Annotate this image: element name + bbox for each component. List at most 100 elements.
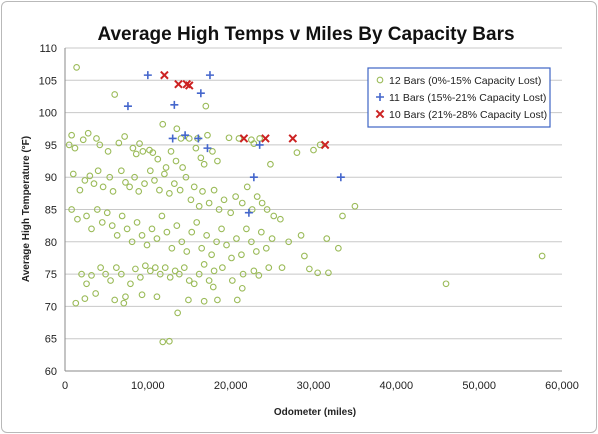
data-point — [149, 149, 157, 157]
x-tick-label: 40,000 — [380, 380, 414, 392]
data-point — [538, 252, 546, 260]
data-point — [214, 296, 221, 304]
data-point — [176, 186, 184, 194]
data-point — [442, 280, 450, 288]
data-points — [65, 64, 546, 346]
data-point — [88, 272, 95, 279]
data-point — [65, 141, 73, 149]
data-point — [156, 270, 164, 278]
data-point — [111, 91, 119, 98]
data-point — [293, 149, 301, 157]
data-point — [113, 264, 120, 271]
data-point — [180, 264, 188, 271]
y-tick-label: 75 — [45, 269, 57, 281]
data-point — [267, 160, 274, 168]
data-point — [79, 136, 87, 144]
data-point — [167, 148, 175, 155]
data-point — [162, 164, 170, 171]
y-tick-label: 65 — [45, 334, 57, 346]
data-point — [92, 290, 99, 297]
data-point — [336, 173, 345, 182]
data-point — [192, 144, 200, 152]
data-point — [263, 206, 271, 213]
data-point — [136, 140, 143, 147]
data-point — [166, 337, 173, 345]
data-point — [122, 179, 129, 186]
data-point — [185, 296, 192, 304]
data-point — [199, 188, 206, 195]
y-tick-label: 105 — [39, 75, 57, 87]
series-3 — [160, 70, 330, 150]
data-point — [173, 125, 181, 133]
data-point — [200, 297, 208, 305]
data-point — [213, 238, 220, 246]
data-point — [68, 206, 75, 213]
data-point — [171, 267, 179, 275]
series-1 — [65, 64, 546, 346]
axes — [64, 48, 562, 372]
data-point — [209, 148, 216, 155]
data-point — [96, 141, 104, 149]
data-point — [103, 209, 111, 217]
data-point — [182, 173, 190, 181]
data-point — [128, 238, 136, 246]
data-point — [99, 183, 107, 191]
data-point — [204, 131, 211, 139]
data-point — [174, 79, 183, 89]
data-point — [195, 270, 203, 278]
data-point — [316, 141, 324, 149]
data-point — [228, 254, 235, 262]
data-point — [250, 267, 258, 275]
data-point — [143, 241, 151, 249]
data-point — [172, 157, 180, 165]
data-point — [137, 273, 144, 281]
data-point — [146, 267, 154, 275]
data-point — [122, 293, 129, 301]
legend: 12 Bars (0%-15% Capacity Lost) 11 Bars (1… — [367, 67, 551, 128]
data-point — [117, 167, 125, 175]
data-point — [78, 270, 85, 278]
data-point — [127, 280, 134, 288]
data-point — [243, 183, 251, 191]
data-point — [218, 225, 225, 233]
data-point — [153, 293, 161, 301]
data-point — [90, 180, 98, 188]
chart-title: Average High Temps v Miles By Capacity B… — [97, 24, 514, 45]
data-point — [84, 129, 92, 137]
data-point — [233, 296, 241, 304]
x-tick-labels: 0 10,000 20,000 30,000 40,000 50,000 60,000 — [62, 380, 579, 392]
data-point — [163, 228, 171, 236]
data-point — [235, 135, 243, 142]
data-point — [306, 265, 313, 273]
data-point — [159, 120, 167, 128]
legend-label: 12 Bars (0%-15% Capacity Lost) — [389, 75, 541, 87]
data-point — [194, 134, 203, 143]
data-point — [301, 252, 308, 260]
data-point — [160, 70, 169, 80]
data-point — [111, 296, 119, 304]
gridlines — [65, 47, 562, 340]
data-point — [175, 270, 183, 278]
data-point — [196, 89, 205, 98]
legend-marker — [376, 93, 384, 101]
data-point — [170, 180, 178, 188]
data-point — [86, 172, 94, 180]
data-point — [202, 102, 210, 110]
data-point — [117, 270, 125, 278]
x-tick-label: 20,000 — [214, 380, 248, 392]
data-point — [178, 238, 186, 246]
data-point — [123, 102, 132, 111]
data-point — [198, 244, 206, 252]
data-point — [135, 188, 143, 195]
data-point — [209, 283, 217, 291]
y-tick-label: 80 — [45, 237, 57, 249]
data-point — [102, 270, 109, 278]
data-point — [270, 212, 278, 220]
data-point — [173, 222, 181, 229]
data-point — [248, 238, 255, 246]
x-tick-label: 50,000 — [462, 380, 496, 392]
data-point — [351, 202, 359, 210]
data-point — [243, 225, 250, 233]
data-point — [168, 244, 176, 252]
x-tick-label: 10,000 — [131, 380, 165, 392]
